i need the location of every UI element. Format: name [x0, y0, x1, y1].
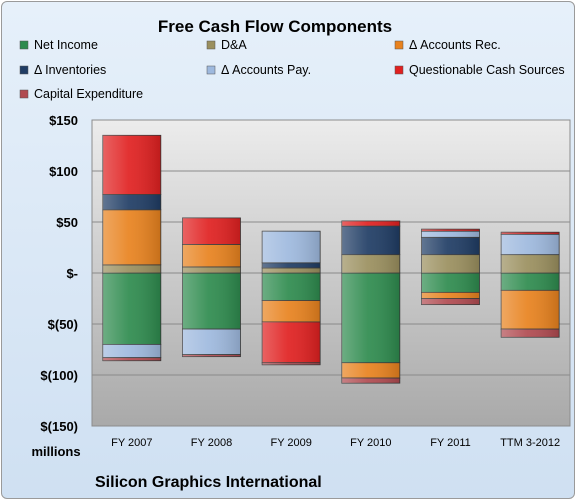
bar-segment-shine: [262, 362, 321, 365]
y-tick-label: $-: [66, 266, 78, 281]
x-axis-ticks: FY 2007 FY 2008 FY 2009 FY 2010 FY 2011 TTM 3…: [111, 437, 560, 449]
bar-segment-shine: [341, 226, 400, 255]
bar-segment-shine: [102, 344, 161, 358]
bar-segment-shine: [421, 254, 480, 273]
legend-swatch: [394, 65, 404, 75]
x-tick-label: FY 2009: [270, 437, 311, 449]
bar-segment-shine: [341, 254, 400, 273]
legend-label: Capital Expenditure: [34, 87, 143, 101]
legend-label: Δ Accounts Pay.: [221, 63, 311, 77]
y-tick-label: $(100): [40, 368, 78, 383]
bar-segment-shine: [102, 273, 161, 345]
y-tick-label: $(150): [40, 419, 78, 434]
legend-swatch: [206, 65, 216, 75]
bar-segment-shine: [421, 292, 480, 299]
bar-segment-shine: [182, 266, 241, 273]
legend-swatch: [394, 40, 404, 50]
bar-segment-shine: [421, 298, 480, 305]
bar-segment-shine: [262, 231, 321, 263]
bar-segment-shine: [501, 232, 560, 235]
bars: [102, 134, 560, 384]
bar-segment-shine: [341, 378, 400, 384]
legend-swatch: [19, 65, 29, 75]
bar-segment-shine: [421, 231, 480, 238]
bar-segment-shine: [182, 244, 241, 267]
bar-segment-shine: [341, 362, 400, 379]
x-tick-label: FY 2011: [430, 437, 471, 449]
bar-segment-shine: [262, 267, 321, 273]
legend-label: Δ Accounts Rec.: [409, 38, 501, 52]
bar-segment-shine: [262, 321, 321, 363]
bar-segment-shine: [182, 329, 241, 355]
y-tick-label: $(50): [48, 317, 78, 332]
legend-swatch: [19, 89, 29, 99]
legend-label: Net Income: [34, 38, 98, 52]
bar-segment-shine: [262, 262, 321, 268]
bar-segment-shine: [182, 273, 241, 330]
chart-title: Free Cash Flow Components: [158, 17, 392, 36]
legend: Net Income D&A Δ Accounts Rec. Δ Inventorie…: [19, 38, 565, 101]
x-tick-label: FY 2010: [350, 437, 391, 449]
bar-segment-shine: [501, 273, 560, 291]
y-axis-ticks: $150 $100 $50 $- $(50) $(100) $(150): [40, 113, 78, 434]
bar-segment-shine: [501, 290, 560, 330]
legend-label: D&A: [221, 38, 247, 52]
bar-segment-shine: [262, 300, 321, 322]
bar-segment-shine: [102, 357, 161, 361]
legend-label: Δ Inventories: [34, 63, 106, 77]
bar-segment-shine: [262, 273, 321, 301]
bar-segment-shine: [182, 354, 241, 357]
bar-segment-shine: [421, 237, 480, 255]
bar-segment-shine: [421, 273, 480, 293]
legend-label: Questionable Cash Sources: [409, 63, 565, 77]
x-tick-label: TTM 3-2012: [500, 437, 560, 449]
bar-segment-shine: [182, 217, 241, 245]
legend-swatch: [206, 40, 216, 50]
x-tick-label: FY 2007: [111, 437, 152, 449]
bar-segment-shine: [501, 254, 560, 273]
bar-segment-shine: [501, 234, 560, 255]
footer-company-name: Silicon Graphics International: [95, 474, 322, 491]
bar-segment-shine: [102, 135, 161, 195]
bar-segment-shine: [102, 194, 161, 210]
bar-segment-shine: [102, 264, 161, 273]
bar-segment-shine: [501, 329, 560, 338]
y-axis-label: millions: [31, 444, 80, 459]
y-tick-label: $50: [56, 215, 78, 230]
legend-swatch: [19, 40, 29, 50]
y-tick-label: $150: [49, 113, 78, 128]
bar-segment-shine: [421, 229, 480, 232]
bar-segment-shine: [341, 273, 400, 363]
x-tick-label: FY 2008: [191, 437, 232, 449]
y-tick-label: $100: [49, 164, 78, 179]
bar-segment-shine: [341, 220, 400, 227]
bar-segment-shine: [102, 209, 161, 265]
gridlines: [92, 170, 570, 376]
